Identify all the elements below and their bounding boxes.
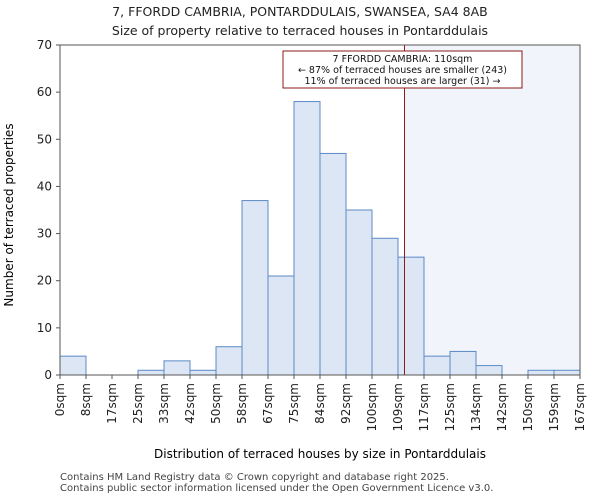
y-tick-label: 40: [37, 179, 52, 193]
histogram-chart: 0 10 20 30 40 50 60 70 0sqm 8sqm 17sqm 25sqm 33sqm 4…: [2, 38, 587, 461]
x-tick-label: 100sqm: [365, 383, 379, 431]
x-tick-label: 159sqm: [547, 383, 561, 431]
histogram-bar: [215, 346, 243, 376]
y-tick-label: 60: [37, 85, 52, 99]
x-tick-label: 25sqm: [131, 383, 145, 424]
chart-subtitle: Size of property relative to terraced ho…: [111, 23, 489, 38]
histogram-bar: [267, 275, 295, 376]
histogram-bar: [397, 256, 425, 376]
histogram-bar: [475, 365, 503, 376]
x-tick-label: 134sqm: [469, 383, 483, 431]
x-tick-label: 109sqm: [391, 383, 405, 431]
histogram-bar: [449, 350, 477, 376]
x-tick-label: 142sqm: [495, 383, 509, 431]
histogram-bar: [241, 200, 269, 376]
x-tick-label: 84sqm: [313, 383, 327, 424]
x-tick-label: 125sqm: [443, 383, 457, 431]
x-axis-label: Distribution of terraced houses by size …: [154, 447, 486, 461]
chart-title: 7, FFORDD CAMBRIA, PONTARDDULAIS, SWANSE…: [112, 4, 488, 19]
x-tick-label: 42sqm: [183, 383, 197, 424]
y-tick-label: 10: [37, 321, 52, 335]
x-tick-label: 167sqm: [573, 383, 587, 431]
histogram-bar: [345, 209, 373, 376]
y-tick-label: 70: [37, 38, 52, 52]
y-tick-label: 20: [37, 274, 52, 288]
x-tick-label: 0sqm: [53, 383, 67, 416]
histogram-bar: [553, 369, 581, 376]
x-tick-label: 117sqm: [417, 383, 431, 431]
histogram-bar: [371, 237, 399, 376]
histogram-bar: [59, 355, 87, 376]
x-tick-label: 150sqm: [521, 383, 535, 431]
x-tick-label: 67sqm: [261, 383, 275, 424]
larger-region-shade: [404, 45, 580, 375]
x-tick-label: 92sqm: [339, 383, 353, 424]
y-axis-label: Number of terraced properties: [2, 123, 16, 306]
x-tick-label: 75sqm: [287, 383, 301, 424]
attribution-line-1: Contains HM Land Registry data © Crown c…: [60, 472, 449, 483]
attribution: Contains HM Land Registry data © Crown c…: [60, 472, 493, 494]
x-tick-label: 50sqm: [209, 383, 223, 424]
histogram-bar: [423, 355, 451, 376]
x-tick-label: 58sqm: [235, 383, 249, 424]
histogram-bar: [189, 369, 217, 376]
y-tick-label: 30: [37, 227, 52, 241]
histogram-bar: [527, 369, 555, 376]
x-tick-label: 17sqm: [105, 383, 119, 424]
x-tick-label: 33sqm: [157, 383, 171, 424]
annotation-box: [282, 50, 523, 89]
histogram-bar: [293, 101, 321, 376]
annotation-line-2: ← 87% of terraced houses are smaller (24…: [298, 65, 507, 76]
histogram-bar: [319, 152, 347, 376]
y-tick-label: 50: [37, 132, 52, 146]
chart-title-block: 7, FFORDD CAMBRIA, PONTARDDULAIS, SWANSE…: [0, 2, 600, 40]
x-tick-label: 8sqm: [79, 383, 93, 416]
annotation-line-1: 7 FFORDD CAMBRIA: 110sqm: [333, 54, 473, 65]
histogram-bar: [137, 369, 165, 376]
histogram-bar: [163, 360, 191, 376]
attribution-line-2: Contains public sector information licen…: [60, 483, 494, 494]
y-tick-label: 0: [44, 368, 52, 382]
annotation-line-3: 11% of terraced houses are larger (31) →: [305, 76, 501, 87]
